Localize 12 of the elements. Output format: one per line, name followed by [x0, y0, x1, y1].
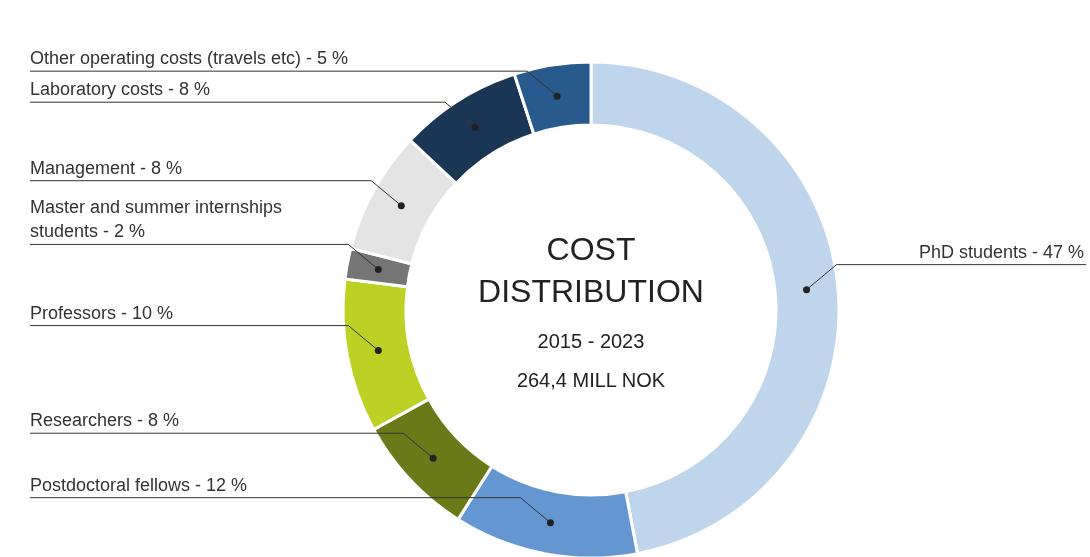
- text: COST DISTRIBUTION: [477, 230, 705, 311]
- slice-label: PhD students - 47 %: [918, 241, 1084, 262]
- slice-label: Researchers - 8 %: [30, 410, 180, 431]
- slice-label: Postdoctoral fellows - 12 %: [30, 474, 248, 495]
- slice-label: Master and summer internships students - 2 %: [30, 197, 283, 242]
- slice-label: Professors - 10 %: [30, 302, 174, 323]
- slice-label: Laboratory costs - 8 %: [30, 79, 211, 100]
- text: 264,4 MILL NOK: [515, 369, 667, 392]
- text: 2015 - 2023: [536, 330, 646, 353]
- slice-label: Management - 8 %: [30, 157, 183, 178]
- slice-label: Other operating costs (travels etc) - 5 %: [30, 48, 349, 69]
- label-leader: PhD students - 47 %: [803, 241, 1087, 294]
